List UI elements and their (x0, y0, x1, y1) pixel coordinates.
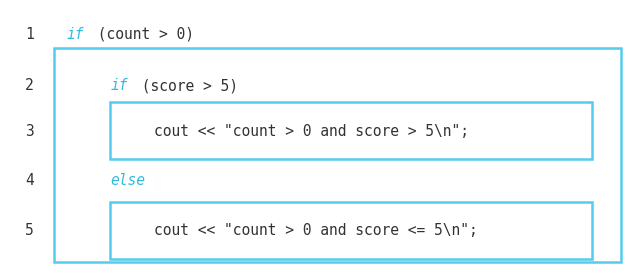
Text: else: else (110, 173, 146, 188)
Text: if: if (110, 79, 128, 93)
Text: 4: 4 (25, 173, 34, 188)
Bar (54, 48, 621, 262)
Bar (110, 202, 592, 259)
Text: cout << "count > 0 and score <= 5\n";: cout << "count > 0 and score <= 5\n"; (154, 223, 478, 238)
Text: (score > 5): (score > 5) (133, 79, 238, 93)
Text: if: if (66, 27, 84, 41)
Text: 1: 1 (25, 27, 34, 41)
Text: 2: 2 (25, 79, 34, 93)
Text: cout << "count > 0 and score > 5\n";: cout << "count > 0 and score > 5\n"; (154, 124, 469, 138)
Text: 3: 3 (25, 124, 34, 138)
Text: (count > 0): (count > 0) (89, 27, 194, 41)
Bar (110, 102, 592, 159)
Text: 5: 5 (25, 223, 34, 238)
